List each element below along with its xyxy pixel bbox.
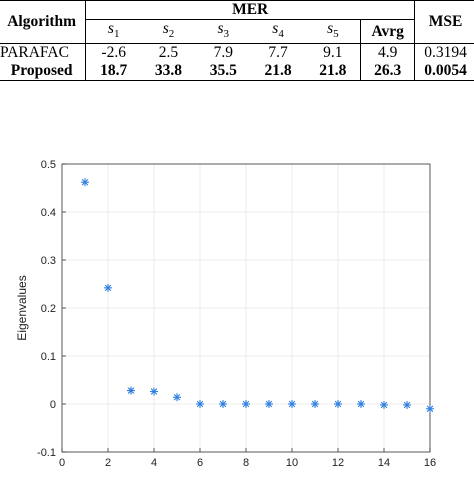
cell: 21.8	[319, 62, 347, 80]
y-axis-label: Eigenvalues	[15, 275, 29, 340]
y-tick-label: 0.2	[41, 303, 56, 315]
table-header-row-2: s1 s2 s3 s4 s5 Avrg	[0, 18, 474, 44]
x-tick-label: 12	[332, 457, 344, 469]
data-point	[242, 400, 250, 408]
cell: 7.9	[213, 44, 233, 62]
x-tick-label: 16	[424, 457, 436, 469]
x-tick-label: 14	[378, 457, 390, 469]
cell: 35.5	[209, 62, 237, 80]
eigenvalue-chart: 0 2 4 6 8 10 12 14 16-0.100.10.20.30.40.5 Eigenv…	[15, 159, 436, 469]
data-points	[81, 178, 434, 413]
cell: 21.8	[264, 62, 292, 80]
y-tick-label: 0.4	[41, 207, 56, 219]
avrg-header: Avrg	[360, 18, 415, 44]
s4-header: s4	[250, 18, 306, 44]
data-point	[403, 400, 411, 409]
y-tick-label: 0	[50, 399, 56, 411]
cell: 33.8	[154, 62, 183, 80]
x-tick-label: 6	[197, 457, 203, 469]
data-point	[150, 387, 158, 396]
s3-header: s3	[195, 18, 251, 44]
cell: 0.3194	[414, 43, 474, 63]
mer-header: MER	[85, 0, 415, 20]
cell: 18.7	[85, 62, 142, 81]
data-point	[426, 404, 434, 413]
data-point	[104, 283, 112, 292]
data-point	[288, 400, 296, 408]
table-header-row-1: Algorithm MER MSE	[0, 0, 474, 44]
x-tick-label: 4	[151, 457, 157, 469]
table-row: Proposed 18.7 33.8 35.5 21.8 21.8 26.3 0…	[0, 62, 474, 81]
algorithm-header: Algorithm	[7, 13, 77, 31]
data-point	[357, 400, 365, 408]
grid-lines	[61, 163, 431, 453]
data-point	[173, 393, 181, 402]
s1-header: s1	[85, 18, 142, 44]
y-tick-label: 0.3	[41, 255, 56, 267]
data-point	[334, 400, 342, 408]
data-point	[81, 178, 89, 187]
cell: 9.1	[323, 44, 343, 62]
s5-header: s5	[305, 18, 361, 44]
x-tick-label: 8	[243, 457, 249, 469]
row-name: PARAFAC	[0, 44, 69, 62]
data-point	[265, 400, 273, 408]
cell: 26.3	[360, 62, 415, 81]
y-tick-label: 0.1	[41, 351, 56, 363]
cell: 4.9	[360, 43, 415, 63]
data-point	[219, 400, 227, 408]
mse-header: MSE	[414, 0, 474, 44]
eigenvalue-chart-region: 0 2 4 6 8 10 12 14 16 -0.1 0 0.1 0.2 0.3 0.4 0.5 Eigenv…	[0, 150, 474, 472]
y-tick-label: -0.1	[37, 447, 56, 459]
s2-header: s2	[141, 18, 196, 44]
results-table: Algorithm MER MSE s1 s2 s3 s4 s5 Avrg PA…	[0, 0, 474, 81]
x-tick-label: 0	[59, 457, 65, 469]
cell: 2.5	[158, 44, 179, 62]
data-point	[127, 386, 135, 395]
x-tick-label: 2	[105, 457, 111, 469]
y-tick-label: 0.5	[41, 159, 56, 171]
axis-ticks: 0 2 4 6 8 10 12 14 16-0.100.10.20.30.40.5	[37, 159, 436, 469]
data-point	[196, 400, 204, 408]
x-tick-label: 10	[286, 457, 298, 469]
data-point	[311, 400, 319, 408]
data-point	[380, 400, 388, 409]
row-name: Proposed	[10, 62, 73, 80]
cell: 0.0054	[414, 62, 474, 81]
cell: -2.6	[85, 43, 142, 63]
results-table-region: Algorithm MER MSE s1 s2 s3 s4 s5 Avrg PA…	[0, 0, 474, 81]
table-row: PARAFAC -2.6 2.5 7.9 7.7 9.1 4.9 0.3194	[0, 43, 474, 63]
cell: 7.7	[268, 44, 288, 62]
